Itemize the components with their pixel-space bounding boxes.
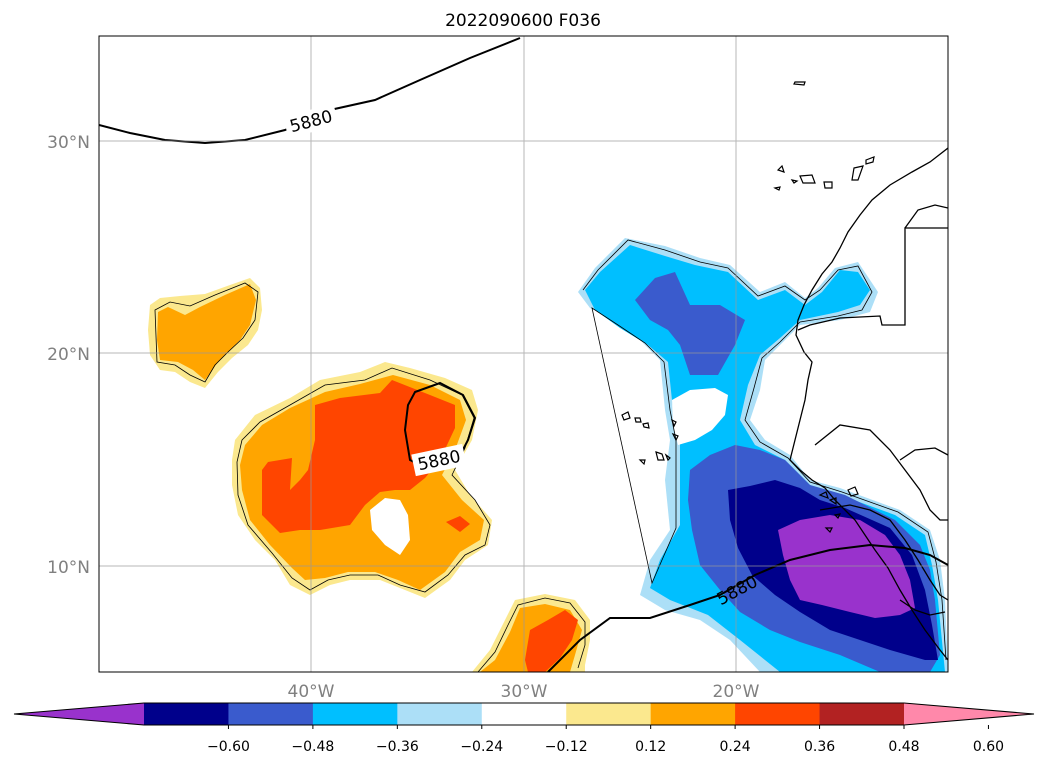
colorbar-tick-label: −0.48 <box>291 739 334 755</box>
contour-5880-north <box>99 37 521 145</box>
lon-label-40w: 40°W <box>288 682 335 702</box>
positive-anomaly-region-central <box>232 362 492 598</box>
azores-island <box>793 81 806 86</box>
contour-labels: 5880 5880 5880 <box>283 103 761 610</box>
latitude-labels: 30°N 20°N 10°N <box>47 133 90 578</box>
colorbar-extend-low <box>14 703 144 725</box>
border-line-south <box>899 599 946 616</box>
colorbar-segment <box>228 703 314 725</box>
colorbar-segment <box>566 703 652 725</box>
positive-anomaly-region-south <box>472 594 590 672</box>
cape-verde-islands <box>621 411 679 466</box>
map-frame <box>98 35 949 673</box>
map-panel: 5880 5880 5880 <box>99 36 948 672</box>
border-line-mauritania <box>814 424 948 521</box>
canary-islands <box>773 156 875 191</box>
colorbar-tick-label: 0.60 <box>973 739 1004 755</box>
lat-label-20n: 20°N <box>47 345 90 365</box>
positive-anomaly-region-west <box>148 278 262 388</box>
negative-anomaly-region-east <box>578 238 948 672</box>
lon-label-30w: 30°W <box>501 682 548 702</box>
border-line-north <box>797 227 948 331</box>
colorbar-segment <box>397 703 483 725</box>
colorbar-tick-label: −0.60 <box>207 739 250 755</box>
islands <box>621 81 875 534</box>
colorbar-tick-label: 0.48 <box>888 739 919 755</box>
border-line-senegal <box>899 447 948 461</box>
colorbar-tick-label: 0.36 <box>804 739 835 755</box>
contour-5880-south <box>547 543 948 672</box>
colorbar-segment <box>735 703 821 725</box>
colorbar-segment <box>481 703 567 725</box>
bijagos-islands <box>818 486 859 534</box>
border-line-guinea <box>819 504 948 601</box>
border-line-west-sahara <box>904 204 948 229</box>
map-title: 2022090600 F036 <box>445 11 601 31</box>
colorbar-extend-high <box>904 703 1034 725</box>
colorbar: −0.60 −0.48 −0.36 −0.24 −0.12 0.12 0.24 0.36 0.4… <box>13 702 1035 755</box>
colorbar-segment <box>819 703 905 725</box>
colorbar-tick-label: −0.12 <box>545 739 588 755</box>
longitude-labels: 40°W 30°W 20°W <box>288 682 760 702</box>
colorbar-outline <box>13 702 1035 726</box>
lon-label-20w: 20°W <box>713 682 760 702</box>
colorbar-tick-label: −0.24 <box>460 739 503 755</box>
colorbar-segment <box>312 703 398 725</box>
lat-label-10n: 10°N <box>47 558 90 578</box>
colorbar-tick-label: −0.36 <box>376 739 419 755</box>
colorbar-segment <box>144 703 229 725</box>
lat-label-30n: 30°N <box>47 133 90 153</box>
colorbar-tick-label: 0.24 <box>720 739 751 755</box>
gridlines <box>99 36 948 672</box>
colorbar-segment <box>650 703 736 725</box>
colorbar-tick-label: 0.12 <box>635 739 666 755</box>
coastlines <box>789 147 948 661</box>
africa-coastline <box>789 147 948 661</box>
